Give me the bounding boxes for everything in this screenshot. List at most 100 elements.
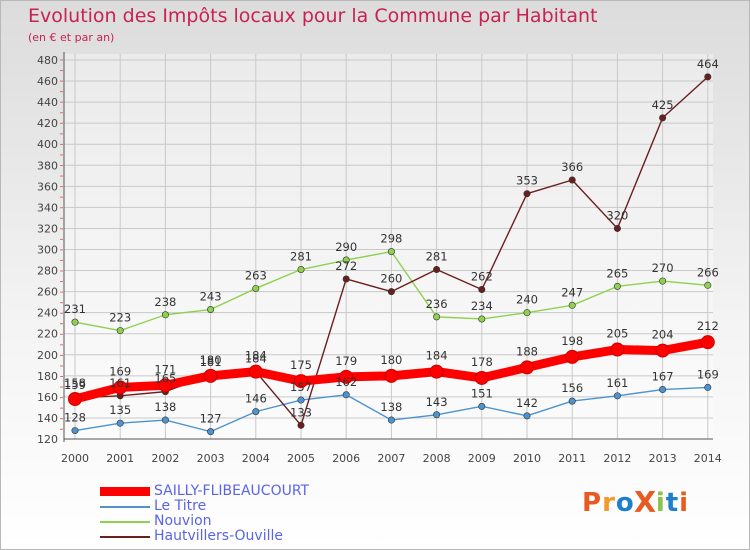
data-label: 180 [380,353,402,367]
data-label: 175 [290,358,312,372]
data-label: 161 [109,376,131,390]
data-label: 425 [652,98,674,112]
data-label: 165 [154,372,176,386]
x-tick-label: 2006 [332,452,360,465]
x-tick-label: 2003 [197,452,225,465]
x-tick-label: 2001 [106,452,134,465]
data-point [297,396,305,404]
legend-swatch [100,521,150,523]
y-tick-label: 260 [37,286,58,299]
data-label: 298 [380,232,402,246]
data-label: 161 [606,376,628,390]
x-tick-label: 2002 [151,452,179,465]
data-label: 236 [426,297,448,311]
x-tick-label: 2008 [423,452,451,465]
data-label: 265 [606,266,628,280]
data-point [478,402,486,410]
data-point [387,288,395,296]
data-point [384,368,399,383]
data-point [655,343,670,358]
y-tick-label: 400 [37,138,58,151]
data-label: 158 [64,376,86,390]
data-point [342,275,350,283]
x-tick-label: 2010 [513,452,541,465]
data-point [116,327,124,335]
data-point [433,411,441,419]
data-label: 151 [471,386,493,400]
data-point [71,427,79,435]
x-tick-label: 2013 [649,452,677,465]
data-point [704,281,712,289]
y-tick-label: 380 [37,159,58,172]
data-label: 290 [335,240,357,254]
data-label: 238 [154,295,176,309]
y-tick-label: 340 [37,201,58,214]
data-point [613,282,621,290]
data-label: 212 [697,319,719,333]
data-point [342,256,350,264]
data-point [429,364,444,379]
data-point [478,286,486,294]
data-point [474,370,489,385]
y-tick-label: 200 [37,349,58,362]
data-point [207,428,215,436]
data-point [568,397,576,405]
y-tick-label: 280 [37,265,58,278]
legend-label: Nouvion [154,513,212,529]
y-tick-label: 360 [37,180,58,193]
data-label: 159 [64,378,86,392]
data-label: 270 [652,261,674,275]
data-label: 247 [561,285,583,299]
data-point [613,224,621,232]
data-label: 240 [516,293,538,307]
data-label: 178 [471,355,493,369]
data-point [659,386,667,394]
data-point [523,309,531,317]
data-point [704,73,712,81]
data-label: 157 [290,380,312,394]
data-point [113,380,128,395]
y-tick-label: 460 [37,75,58,88]
data-point [565,349,580,364]
data-point [568,176,576,184]
data-label: 133 [290,405,312,419]
legend-swatch [100,536,150,538]
data-label: 353 [516,174,538,188]
data-label: 320 [606,208,628,222]
data-label: 205 [606,327,628,341]
x-tick-label: 2014 [694,452,722,465]
data-label: 204 [652,328,674,342]
data-point [116,419,124,427]
data-label: 266 [697,265,719,279]
data-point [704,383,712,391]
data-point [387,416,395,424]
x-tick-label: 2004 [242,452,270,465]
legend-label: Hautvillers-Ouville [154,528,283,544]
data-point [203,368,218,383]
data-point [161,311,169,319]
data-label: 143 [426,395,448,409]
y-tick-label: 420 [37,117,58,130]
data-point [520,360,534,375]
y-tick-label: 220 [37,328,58,341]
data-point [297,266,305,274]
data-point [433,313,441,321]
data-label: 184 [245,352,267,366]
data-label: 180 [200,353,222,367]
data-point [161,416,169,424]
legend-label: Le Titre [154,498,207,514]
data-label: 234 [471,299,493,313]
data-point [610,342,625,357]
data-label: 184 [245,349,267,363]
x-tick-label: 2012 [603,452,631,465]
data-label: 138 [154,400,176,414]
data-label: 223 [109,311,131,325]
data-point [613,392,621,400]
data-label: 464 [697,57,719,71]
data-point [433,266,441,274]
legend-label: SAILLY-FLIBEAUCOURT [154,483,310,499]
data-point [700,335,715,350]
x-tick-label: 2000 [61,452,89,465]
